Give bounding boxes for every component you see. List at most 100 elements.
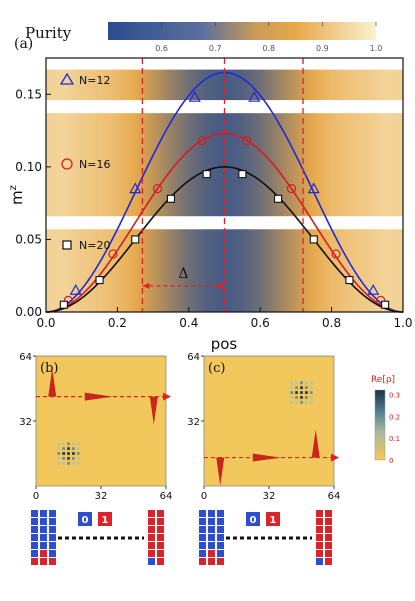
spin-site [49, 558, 56, 565]
matrix-element [67, 447, 70, 451]
spin-site [157, 510, 164, 517]
rho-colorbar-tick: 0.1 [389, 435, 400, 443]
colorbar-label: Purity [25, 24, 72, 42]
matrix-element [304, 391, 308, 394]
spin-site [40, 526, 47, 533]
panel-b: (b) 0 32 64 32 64 0 1 [19, 352, 172, 565]
point-circle [63, 295, 73, 305]
spin-site [49, 526, 56, 533]
wave-packet-up [311, 429, 320, 458]
band-gap [46, 100, 403, 114]
matrix-element [295, 400, 299, 404]
spin-site [199, 542, 206, 549]
propagation-arrowhead [331, 453, 339, 462]
spin-site [157, 526, 164, 533]
point-square [381, 300, 390, 309]
colorbar-tick-label: 1.0 [370, 44, 383, 53]
matrix-element [76, 461, 80, 465]
matrix-element [295, 381, 299, 385]
matrix-element [62, 442, 66, 446]
spin-site [208, 534, 215, 541]
point-square [166, 194, 175, 203]
data-points [59, 90, 390, 309]
point-square [345, 276, 354, 285]
matrix-element [309, 400, 313, 404]
spin-site [40, 518, 47, 525]
spin-site [316, 510, 323, 517]
rho-colorbar-tick: 0.2 [389, 413, 400, 421]
spin-site [157, 518, 164, 525]
point-triangle [69, 283, 82, 295]
matrix-element [62, 452, 66, 455]
panel-label: (b) [40, 361, 58, 376]
matrix-element [300, 396, 303, 399]
point-circle [108, 249, 118, 259]
spin-site [316, 550, 323, 557]
spin-site [40, 542, 47, 549]
wave-packet-right [252, 453, 281, 462]
x-tick-label: 0.2 [108, 316, 127, 330]
matrix-element [67, 456, 70, 460]
wave-packet-down [216, 457, 225, 486]
spin-site [316, 518, 323, 525]
propagation-arrowhead [163, 392, 171, 401]
spin-site [208, 542, 215, 549]
point-square [59, 300, 68, 309]
colorbar-tick-label: 0.9 [316, 44, 329, 53]
matrix-element [67, 461, 70, 465]
matrix-element [76, 452, 80, 455]
spin-site [199, 558, 206, 565]
spin-site [316, 542, 323, 549]
matrix-element [300, 400, 303, 404]
spin-site [31, 534, 38, 541]
plot-frame [45, 57, 404, 313]
axes-a: 0.0 0.2 0.4 0.6 0.8 1.0 0.00 0.05 0.10 0.15 [15, 87, 412, 330]
spin-site [148, 518, 155, 525]
spin-site [49, 510, 56, 517]
spin-site [325, 526, 332, 533]
x-tick-label: 0.0 [36, 316, 55, 330]
spin-site [325, 550, 332, 557]
x-tick-label: 0.4 [179, 316, 198, 330]
x-axis-label: pos [211, 335, 238, 353]
matrix-element [57, 442, 61, 446]
spin-site [316, 526, 323, 533]
point-circle [286, 184, 297, 194]
spin-site [208, 550, 215, 557]
matrix-element [62, 461, 66, 465]
spin-site [208, 526, 215, 533]
legend-entry: N=16 [79, 158, 110, 171]
heatmap-background [203, 355, 335, 487]
matrix-element [71, 442, 75, 446]
matrix-element [300, 381, 303, 385]
y-tick-label: 32 [187, 417, 200, 428]
matrix-element [76, 456, 80, 460]
matrix-element [309, 386, 313, 390]
point-square [309, 235, 318, 244]
delta-annotation: Δ [142, 266, 225, 289]
point-circle [197, 136, 207, 146]
spin-site [325, 518, 332, 525]
x-tick-label: 0.8 [322, 316, 341, 330]
spin-legend-zero [78, 512, 92, 526]
legend: N=12 N=16 N=20 [59, 72, 110, 252]
y-axis-label: mz [8, 185, 26, 205]
spin-site [217, 534, 224, 541]
matrix-element [62, 456, 66, 460]
spin-site [148, 526, 155, 533]
spin-site [31, 558, 38, 565]
spin-site [199, 534, 206, 541]
x-tick-label: 32 [95, 491, 108, 502]
spin-site [148, 510, 155, 517]
point-square [131, 235, 140, 244]
spin-site [199, 518, 206, 525]
colorbar-ticks: 0.6 0.7 0.8 0.9 1.0 [155, 22, 382, 53]
spin-site [217, 510, 224, 517]
matrix-element [295, 396, 299, 399]
legend-marker-triangle [59, 72, 75, 85]
spin-site [199, 550, 206, 557]
spin-site [31, 526, 38, 533]
spin-legend-one [98, 512, 112, 526]
matrix-element [295, 386, 299, 390]
